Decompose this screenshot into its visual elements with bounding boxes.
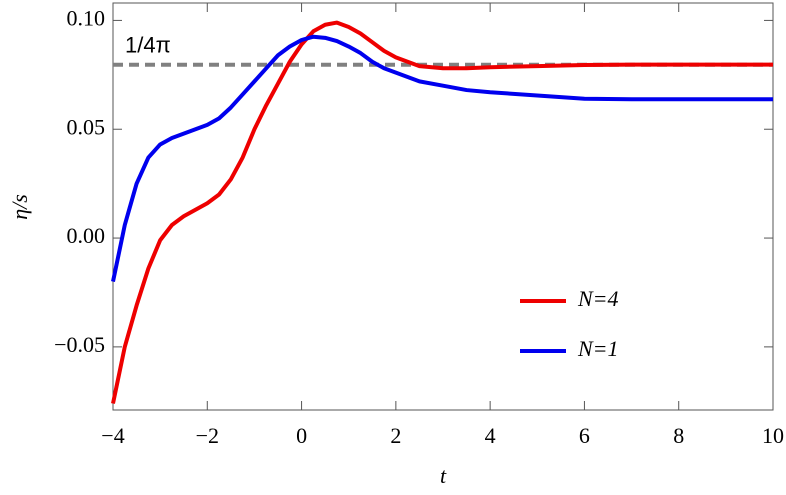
reference-label: 1/4π <box>125 33 171 58</box>
y-tick-label: 0.10 <box>67 5 106 30</box>
legend-label: N=4 <box>577 286 619 311</box>
x-tick-label: 10 <box>762 423 784 448</box>
y-tick-label: 0.05 <box>67 114 106 139</box>
x-axis-label: t <box>440 463 447 488</box>
series-line <box>111 20 773 404</box>
x-tick-label: 4 <box>485 423 496 448</box>
x-tick-label: −4 <box>101 423 124 448</box>
y-axis-label: η/s <box>7 194 32 220</box>
plot-frame <box>112 2 774 411</box>
series-line <box>111 34 773 282</box>
x-tick-label: −2 <box>196 423 219 448</box>
legend-label: N=1 <box>577 336 619 361</box>
x-tick-label: 8 <box>673 423 684 448</box>
x-tick-label: 0 <box>296 423 307 448</box>
y-tick-label: −0.05 <box>54 332 105 357</box>
y-tick-label: 0.00 <box>67 223 106 248</box>
x-tick-label: 6 <box>579 423 590 448</box>
x-tick-label: 2 <box>390 423 401 448</box>
